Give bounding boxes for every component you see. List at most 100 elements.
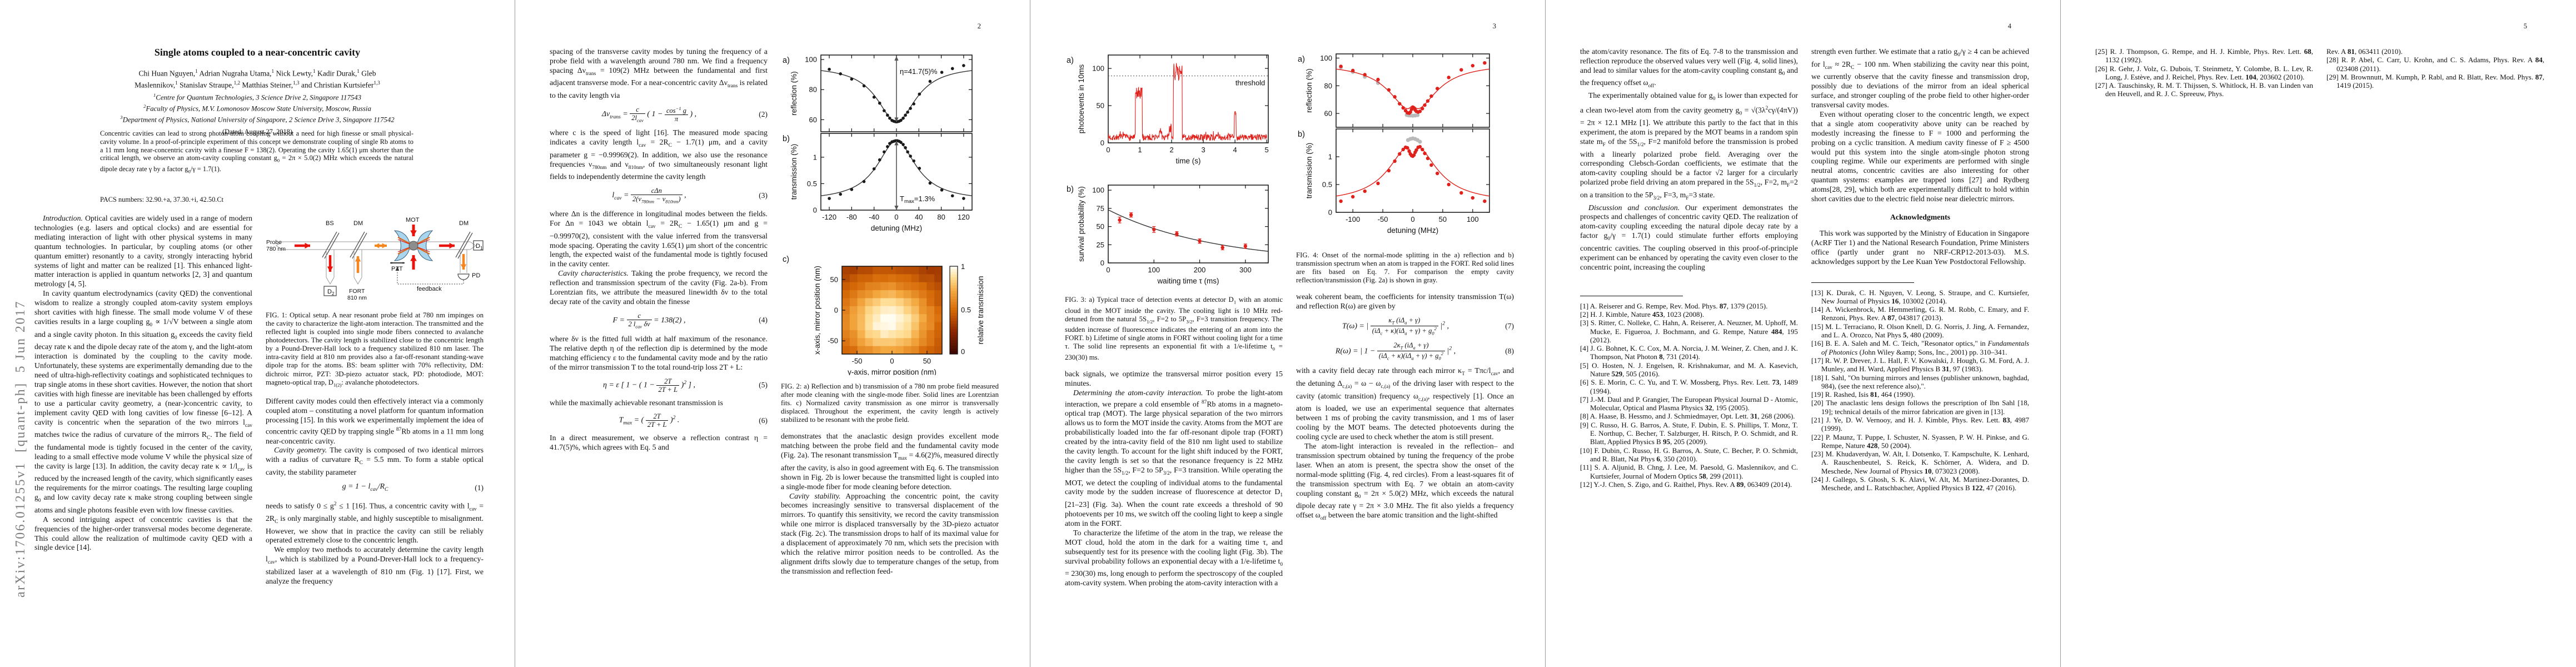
svg-text:50: 50: [1097, 222, 1104, 231]
svg-text:40: 40: [915, 213, 923, 221]
figure-caption-fig2: FIG. 2: a) Reflection and b) transmissio…: [781, 382, 999, 424]
svg-text:Probe: Probe: [266, 239, 282, 246]
reference-item: [21] J. Ye, D. W. Vernooy, and H. J. Kim…: [1811, 415, 2029, 433]
paragraph: The experimentally obtained value for g0…: [1580, 91, 1798, 201]
reference-item: [9] C. Russo, H. G. Barros, A. Stute, F.…: [1580, 420, 1798, 446]
reference-item: [8] A. Haase, B. Hessmo, and J. Schmiedm…: [1580, 412, 1795, 421]
paragraph: demonstrates that the anaclastic design …: [781, 432, 999, 491]
svg-text:810 nm: 810 nm: [347, 295, 367, 301]
svg-text:0.5: 0.5: [807, 180, 817, 188]
paragraph: In a direct measurement, we observe a re…: [550, 434, 768, 452]
reference-item: [13] K. Durak, C. H. Nguyen, V. Leong, S…: [1811, 288, 2029, 305]
svg-text:0: 0: [1100, 259, 1104, 267]
svg-text:survival probability (%): survival probability (%): [1077, 186, 1085, 262]
page-5: 5 [25] R. J. Thompson, G. Rempe, and H. …: [2061, 0, 2576, 667]
page-number: 5: [2523, 22, 2527, 30]
svg-text:0: 0: [1100, 139, 1104, 147]
page5-left-column: [25] R. J. Thompson, G. Rempe, and H. J.…: [2095, 47, 2313, 650]
page2-right-column: 60 80 100 reflection (%) η=41.7(5)% a) -120 -80…: [781, 47, 999, 650]
spacer: [1580, 272, 1798, 291]
reference-item: [27] A. Tauschinsky, R. M. T. Thijssen, …: [2095, 81, 2313, 98]
svg-text:reflection (%): reflection (%): [1305, 68, 1313, 113]
svg-text:60: 60: [809, 116, 817, 124]
page5-right-column: Rev. A 81, 063411 (2010). [28] R. P. Abel…: [2326, 47, 2544, 650]
svg-text:MOT: MOT: [406, 217, 420, 223]
svg-text:b): b): [783, 135, 790, 143]
svg-text:D2: D2: [327, 288, 335, 296]
affiliations: 1Centre for Quantum Technologies, 3 Scie…: [39, 91, 476, 125]
paragraph: where Δn is the difference in longitudin…: [550, 210, 768, 268]
svg-text:5: 5: [1265, 146, 1269, 154]
paragraph: needs to satisfy 0 ≤ g2 ≤ 1 [16]. Thus, …: [266, 501, 484, 545]
paragraph: while the maximally achievable resonant …: [550, 398, 723, 407]
reference-item: [5] O. Hosten, N. J. Engelsen, R. Krishn…: [1580, 361, 1798, 378]
arxiv-watermark: arXiv:1706.01255v1 [quant-ph] 5 Jun 2017: [13, 300, 28, 598]
reference-item: [11] S. A. Aljunid, B. Chng, J. Lee, M. …: [1580, 463, 1798, 480]
svg-text:100: 100: [1148, 266, 1160, 274]
svg-text:780 nm: 780 nm: [266, 246, 286, 252]
page3-right-column: 60 80 100 reflection (%) a) -100 -50 0 50 100 0 0.5…: [1296, 47, 1514, 650]
page-4: 4 the atom/cavity resonance. The fits of…: [1546, 0, 2061, 667]
page2-left-column: spacing of the transverse cavity modes b…: [550, 47, 768, 650]
page-number: 2: [977, 22, 981, 30]
svg-text:FORT: FORT: [349, 288, 365, 295]
figure-container-fig3: 0 1 2 3 4 5 0 50 100 time (s) photoevents in 10ms t…: [1065, 48, 1283, 291]
svg-text:PD: PD: [472, 272, 480, 279]
paragraph: spacing of the transverse cavity modes b…: [550, 47, 768, 100]
equation-6: Tmax = ( 2T 2T + L )2 . (6): [619, 412, 768, 429]
svg-text:50: 50: [1439, 215, 1447, 223]
svg-text:time (s): time (s): [1176, 157, 1201, 165]
svg-text:0: 0: [1328, 208, 1332, 217]
figure-caption-fig4: FIG. 4: Onset of the normal-mode splitti…: [1296, 251, 1514, 285]
svg-text:0: 0: [890, 357, 894, 365]
authors-line-2: Maslennikov,1 Stanislav Straupe,1,2 Matt…: [134, 79, 380, 89]
affiliation-line: 3Department of Physics, National Univers…: [120, 114, 395, 123]
reference-item: [24] J. Gallego, S. Ghosh, S. K. Alavi, …: [1811, 475, 2029, 492]
svg-text:y-axis, mirror position (nm): y-axis, mirror position (nm): [848, 368, 936, 375]
svg-text:300: 300: [1239, 266, 1252, 274]
reference-item: [19] R. Rashed, Isis 81, 464 (1990).: [1811, 390, 1915, 399]
svg-text:feedback: feedback: [417, 286, 442, 292]
svg-text:0: 0: [834, 306, 838, 315]
paragraph: Cavity characteristics. Taking the probe…: [550, 269, 768, 306]
reference-item: [14] A. Wickenbrock, M. Hemmerling, G. R…: [1811, 305, 2029, 322]
svg-text:c): c): [783, 255, 789, 264]
svg-text:DM: DM: [459, 220, 469, 227]
paragraph: where δν is the fitted full width at hal…: [550, 334, 768, 371]
svg-text:η=41.7(5)%: η=41.7(5)%: [900, 67, 938, 76]
paragraph: strength even further. We estimate that …: [1811, 47, 2029, 109]
equation-3: lcav = cΔn 2(ν780nm − ν810nm) , (3): [612, 187, 768, 205]
reference-item: [1] A. Reiserer and G. Rempe, Rev. Mod. …: [1580, 301, 1768, 310]
paragraph: Discussion and conclusion. Our experimen…: [1580, 203, 1798, 271]
paragraph: Introduction. Optical cavities are widel…: [34, 214, 252, 288]
svg-text:25: 25: [1097, 241, 1104, 249]
svg-text:transmission (%): transmission (%): [1305, 143, 1313, 199]
equation-1: g = 1 − lcav/RC (1): [342, 482, 484, 492]
svg-text:x-axis, mirror position (nm): x-axis, mirror position (nm): [813, 266, 821, 355]
svg-text:80: 80: [937, 213, 945, 221]
svg-text:50: 50: [923, 357, 931, 365]
reference-item: [6] S. E. Morin, C. C. Yu, and T. W. Mos…: [1580, 378, 1798, 395]
reference-item: [15] M. L. Terraciano, R. Olson Knell, D…: [1811, 322, 2029, 340]
spacer: [1811, 267, 2029, 278]
svg-text:200: 200: [1194, 266, 1206, 274]
svg-text:-50: -50: [852, 357, 863, 365]
section-heading: Acknowledgments: [1890, 213, 1951, 221]
svg-text:50: 50: [830, 275, 838, 283]
svg-text:-50: -50: [1378, 215, 1388, 223]
author-list: Chi Huan Nguyen,1 Adrian Nugraha Utama,1…: [39, 67, 476, 89]
reference-item: [18] I. Sahl, "On burning mirrors and le…: [1811, 373, 2029, 390]
svg-text:100: 100: [1320, 54, 1332, 62]
authors-line-1: Chi Huan Nguyen,1 Adrian Nugraha Utama,1…: [138, 68, 376, 78]
svg-text:3: 3: [1201, 146, 1205, 154]
svg-text:100: 100: [1467, 215, 1479, 223]
paragraph: weak coherent beam, the coefficients for…: [1296, 292, 1514, 311]
svg-text:a): a): [783, 56, 790, 65]
reference-item: [29] M. Brownnutt, M. Kumph, P. Rabl, an…: [2326, 72, 2544, 90]
paragraph: Even without operating closer to the con…: [1811, 109, 2029, 203]
page4-right-column: strength even further. We estimate that …: [1811, 47, 2029, 650]
figure-container-fig2: 60 80 100 reflection (%) η=41.7(5)% a) -120 -80…: [781, 48, 999, 378]
